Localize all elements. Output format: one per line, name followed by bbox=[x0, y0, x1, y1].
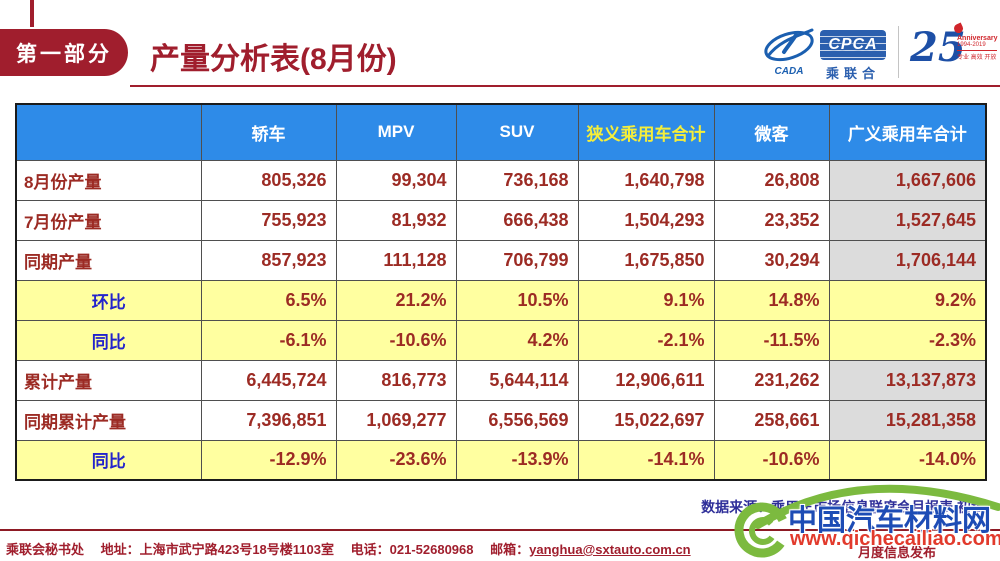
anniversary-tagline: 专业 高效 开放 bbox=[957, 50, 997, 61]
column-header: 狭义乘用车合计 bbox=[577, 103, 715, 161]
table-row: 同期累计产量 7,396,851 1,069,277 6,556,569 15,022,… bbox=[15, 399, 987, 441]
value-cell: 666,438 bbox=[455, 199, 579, 241]
value-cell: 1,675,850 bbox=[577, 239, 715, 281]
value-cell: 15,281,358 bbox=[828, 399, 987, 441]
value-cell: 6,556,569 bbox=[455, 399, 579, 441]
cpca-emblem-icon: CADA bbox=[764, 28, 814, 77]
value-cell: 755,923 bbox=[200, 199, 337, 241]
footer-divider bbox=[0, 529, 1000, 531]
cpca-logo: CADA CPCA 乘联合 25 Anniversary 1994-2019 专… bbox=[760, 22, 997, 82]
value-cell: -6.1% bbox=[200, 319, 337, 361]
value-cell: 9.1% bbox=[577, 279, 715, 321]
table-row: 同比 -6.1% -10.6% 4.2% -2.1% -11.5% -2.3% bbox=[15, 319, 987, 361]
value-cell: 99,304 bbox=[335, 159, 457, 201]
table-row: 同期产量 857,923 111,128 706,799 1,675,850 30,294… bbox=[15, 239, 987, 281]
column-header: 微客 bbox=[713, 103, 830, 161]
value-cell: 14.8% bbox=[713, 279, 830, 321]
footer-email-label: 邮箱： bbox=[490, 542, 530, 557]
value-cell: -2.1% bbox=[577, 319, 715, 361]
header-row: 轿车 MPV SUV 狭义乘用车合计 微客 广义乘用车合计 bbox=[15, 103, 987, 161]
logo-divider bbox=[898, 26, 899, 78]
value-cell: 26,808 bbox=[713, 159, 830, 201]
anniversary-years: 1994-2019 bbox=[957, 42, 986, 48]
value-cell: 7,396,851 bbox=[200, 399, 337, 441]
value-cell: 1,527,645 bbox=[828, 199, 987, 241]
table-row: 7月份产量 755,923 81,932 666,438 1,504,293 23,352… bbox=[15, 199, 987, 241]
row-label: 同比 bbox=[15, 319, 202, 361]
cpca-subtitle: 乘联合 bbox=[825, 66, 880, 81]
value-cell: 4.2% bbox=[455, 319, 579, 361]
column-header: 广义乘用车合计 bbox=[828, 103, 987, 161]
column-header: SUV bbox=[455, 103, 579, 161]
table-row: 环比 6.5% 21.2% 10.5% 9.1% 14.8% 9.2% bbox=[15, 279, 987, 321]
value-cell: 816,773 bbox=[335, 359, 457, 401]
value-cell: 736,168 bbox=[455, 159, 579, 201]
value-cell: 5,644,114 bbox=[455, 359, 579, 401]
value-cell: 15,022,697 bbox=[577, 399, 715, 441]
table-row: 8月份产量 805,326 99,304 736,168 1,640,798 26,808… bbox=[15, 159, 987, 201]
footer: 乘联会秘书处 地址：上海市武宁路423号18号楼1103室 电话：021-526… bbox=[6, 539, 691, 558]
value-cell: 1,069,277 bbox=[335, 399, 457, 441]
table-row: 累计产量 6,445,724 816,773 5,644,114 12,906,611 2… bbox=[15, 359, 987, 401]
footer-email-link[interactable]: yanghua@sxtauto.com.cn bbox=[529, 542, 691, 557]
corner-cell bbox=[15, 103, 202, 161]
value-cell: 231,262 bbox=[713, 359, 830, 401]
value-cell: 706,799 bbox=[455, 239, 579, 281]
value-cell: -2.3% bbox=[828, 319, 987, 361]
top-red-tick bbox=[30, 0, 34, 27]
value-cell: 258,661 bbox=[713, 399, 830, 441]
value-cell: -14.0% bbox=[828, 439, 987, 481]
value-cell: 6,445,724 bbox=[200, 359, 337, 401]
emblem-text: CADA bbox=[775, 66, 804, 77]
footer-phone: 电话：021-52680968 bbox=[350, 542, 474, 557]
row-label: 7月份产量 bbox=[15, 199, 202, 241]
value-cell: 30,294 bbox=[713, 239, 830, 281]
data-source-note: 数据来源：乘用车市场信息联席会月报表 初稿 bbox=[701, 499, 985, 515]
value-cell: -12.9% bbox=[200, 439, 337, 481]
value-cell: 13,137,873 bbox=[828, 359, 987, 401]
row-label: 8月份产量 bbox=[15, 159, 202, 201]
row-label: 同期产量 bbox=[15, 239, 202, 281]
value-cell: 12,906,611 bbox=[577, 359, 715, 401]
title-underline bbox=[130, 85, 1000, 87]
anniversary-logo: 25 Anniversary 1994-2019 专业 高效 开放 bbox=[910, 22, 997, 82]
anniversary-number: 25 bbox=[910, 24, 966, 71]
row-label: 同期累计产量 bbox=[15, 399, 202, 441]
row-label: 累计产量 bbox=[15, 359, 202, 401]
page-title: 产量分析表(8月份) bbox=[150, 43, 397, 76]
value-cell: 805,326 bbox=[200, 159, 337, 201]
section-badge: 第一部分 bbox=[0, 29, 128, 76]
table-row: 同比 -12.9% -23.6% -13.9% -14.1% -10.6% -14.0% bbox=[15, 439, 987, 481]
value-cell: -13.9% bbox=[455, 439, 579, 481]
footer-secretariat: 乘联会秘书处 bbox=[6, 542, 85, 557]
value-cell: -10.6% bbox=[335, 319, 457, 361]
value-cell: -11.5% bbox=[713, 319, 830, 361]
value-cell: 9.2% bbox=[828, 279, 987, 321]
footer-address: 地址：上海市武宁路423号18号楼1103室 bbox=[100, 542, 334, 557]
monthly-release-note: 月度信息发布 bbox=[858, 545, 937, 560]
value-cell: 10.5% bbox=[455, 279, 579, 321]
value-cell: 81,932 bbox=[335, 199, 457, 241]
value-cell: 6.5% bbox=[200, 279, 337, 321]
value-cell: -14.1% bbox=[577, 439, 715, 481]
column-header: 轿车 bbox=[200, 103, 337, 161]
row-label: 环比 bbox=[15, 279, 202, 321]
value-cell: 23,352 bbox=[713, 199, 830, 241]
value-cell: 1,640,798 bbox=[577, 159, 715, 201]
value-cell: 111,128 bbox=[335, 239, 457, 281]
row-label: 同比 bbox=[15, 439, 202, 481]
value-cell: 1,667,606 bbox=[828, 159, 987, 201]
value-cell: 1,504,293 bbox=[577, 199, 715, 241]
cpca-wordmark: CPCA bbox=[820, 30, 886, 60]
value-cell: -10.6% bbox=[713, 439, 830, 481]
anniversary-label: Anniversary bbox=[957, 35, 998, 42]
value-cell: 1,706,144 bbox=[828, 239, 987, 281]
value-cell: 21.2% bbox=[335, 279, 457, 321]
column-header: MPV bbox=[335, 103, 457, 161]
value-cell: 857,923 bbox=[200, 239, 337, 281]
production-table: 轿车 MPV SUV 狭义乘用车合计 微客 广义乘用车合计 8月份产量 805,326 99,3… bbox=[15, 103, 987, 481]
value-cell: -23.6% bbox=[335, 439, 457, 481]
cpca-text: CPCA bbox=[828, 36, 878, 53]
